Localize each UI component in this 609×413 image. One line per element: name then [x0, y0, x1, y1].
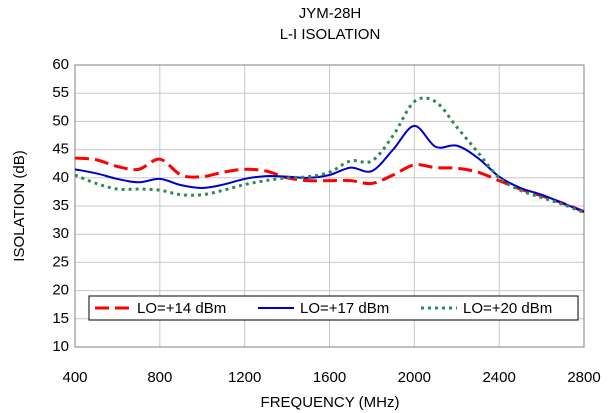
- x-tick-label: 2400: [482, 369, 515, 386]
- y-tick-label: 15: [52, 310, 69, 327]
- plot-frame: [74, 64, 585, 348]
- x-tick-label: 1200: [228, 369, 261, 386]
- series-line: [74, 156, 585, 214]
- legend-label: LO=+17 dBm: [300, 300, 389, 317]
- y-tick-label: 45: [52, 141, 69, 158]
- x-tick-label: 1600: [313, 369, 346, 386]
- chart-subtitle: L-I ISOLATION: [280, 26, 381, 43]
- series-line: [74, 124, 585, 213]
- series-line: [74, 96, 585, 215]
- y-tick-label: 50: [52, 112, 69, 129]
- x-tick-label: 2800: [567, 369, 600, 386]
- y-tick-label: 25: [52, 253, 69, 270]
- x-axis-label: FREQUENCY (MHz): [261, 394, 400, 411]
- y-tick-label: 55: [52, 84, 69, 101]
- y-tick-label: 40: [52, 169, 69, 186]
- chart-title: JYM-28H: [299, 5, 362, 22]
- legend-label: LO=+14 dBm: [137, 300, 226, 317]
- y-tick-label: 30: [52, 225, 69, 242]
- y-axis-label: ISOLATION (dB): [11, 150, 28, 261]
- x-tick-label: 2000: [398, 369, 431, 386]
- legend-box: [88, 295, 579, 321]
- y-tick-label: 60: [52, 56, 69, 73]
- y-tick-label: 35: [52, 197, 69, 214]
- y-tick-label: 20: [52, 282, 69, 299]
- x-tick-label: 800: [147, 369, 172, 386]
- y-tick-label: 10: [52, 338, 69, 355]
- x-tick-label: 400: [62, 369, 87, 386]
- legend-label: LO=+20 dBm: [463, 300, 552, 317]
